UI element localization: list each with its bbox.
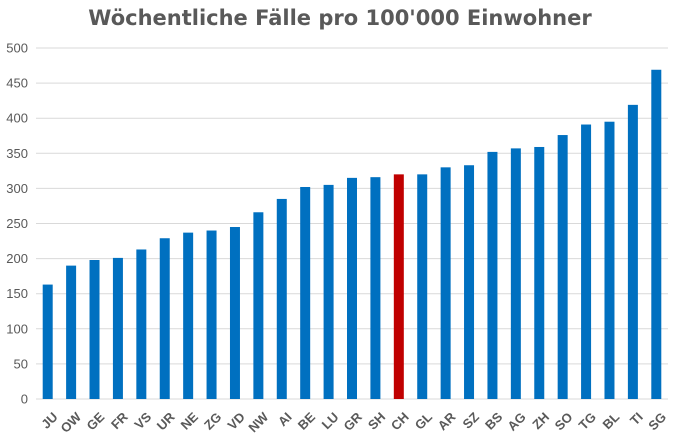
y-tick-label: 150: [6, 286, 28, 301]
bar-ti: [627, 104, 638, 399]
x-tick-label-nw: NW: [245, 409, 271, 435]
bar-ju: [42, 284, 53, 399]
y-tick-label: 500: [6, 41, 28, 56]
x-tick-label-tg: TG: [576, 409, 599, 432]
bar-lu: [323, 184, 334, 399]
bar-bl: [604, 121, 615, 400]
x-tick-label-bl: BL: [600, 409, 623, 432]
bar-ar: [440, 167, 451, 399]
y-tick-label: 50: [14, 356, 28, 371]
bar-ow: [66, 265, 77, 399]
bar-so: [557, 135, 568, 399]
bar-gl: [417, 174, 428, 399]
bar-sg: [651, 69, 662, 400]
y-tick-label: 300: [6, 181, 28, 196]
bar-vd: [229, 227, 240, 399]
y-tick-label: 200: [6, 251, 28, 266]
bar-ag: [510, 148, 521, 399]
bar-ge: [89, 260, 100, 399]
x-tick-label-zg: ZG: [201, 409, 224, 432]
bar-zh: [534, 146, 545, 399]
x-tick-label-zh: ZH: [529, 409, 552, 432]
y-tick-label: 250: [6, 216, 28, 231]
x-tick-label-ne: NE: [178, 409, 202, 433]
y-tick-label: 450: [6, 76, 28, 91]
x-tick-label-fr: FR: [108, 409, 131, 432]
bar-fr: [112, 257, 123, 399]
bar-ai: [276, 198, 287, 399]
bar-sh: [370, 177, 381, 399]
x-tick-label-vd: VD: [224, 409, 247, 432]
x-tick-label-ju: JU: [38, 409, 60, 431]
x-tick-label-bs: BS: [482, 409, 506, 433]
bar-tg: [581, 124, 592, 399]
y-axis-labels: 0 50 100 150 200 250 300 350 400 450 500: [6, 41, 28, 407]
bar-bs: [487, 151, 498, 399]
y-tick-label: 100: [6, 321, 28, 336]
x-tick-label-be: BE: [295, 409, 319, 433]
x-tick-label-gr: GR: [341, 409, 366, 434]
x-tick-label-ai: AI: [275, 409, 295, 429]
bar-vs: [136, 249, 147, 399]
x-tick-label-gl: GL: [412, 409, 435, 432]
chart-title: Wöchentliche Fälle pro 100'000 Einwohner: [88, 6, 592, 30]
bar-ne: [183, 232, 194, 399]
bar-gr: [347, 177, 357, 399]
x-tick-label-ow: OW: [58, 409, 85, 436]
x-tick-label-ar: AR: [435, 409, 459, 433]
bar-nw: [253, 212, 264, 399]
x-tick-label-sg: SG: [645, 409, 669, 433]
bar-be: [300, 186, 311, 399]
bars: [42, 69, 662, 400]
x-tick-label-vs: VS: [131, 409, 154, 432]
y-tick-label: 400: [6, 111, 28, 126]
x-tick-label-ur: UR: [154, 409, 178, 433]
bar-zg: [206, 230, 217, 399]
x-tick-label-sz: SZ: [460, 409, 482, 431]
bar-ur: [159, 238, 170, 399]
x-tick-label-so: SO: [552, 409, 576, 433]
bar-ch: [393, 174, 404, 399]
x-tick-label-ti: TI: [627, 409, 646, 428]
x-tick-label-lu: LU: [319, 409, 342, 432]
bar-sz: [464, 165, 475, 399]
x-tick-label-sh: SH: [365, 409, 388, 432]
x-tick-label-ge: GE: [84, 409, 108, 433]
x-tick-label-ch: CH: [388, 409, 412, 433]
y-tick-label: 0: [21, 392, 28, 407]
x-tick-label-ag: AG: [504, 409, 528, 433]
y-tick-label: 350: [6, 146, 28, 161]
